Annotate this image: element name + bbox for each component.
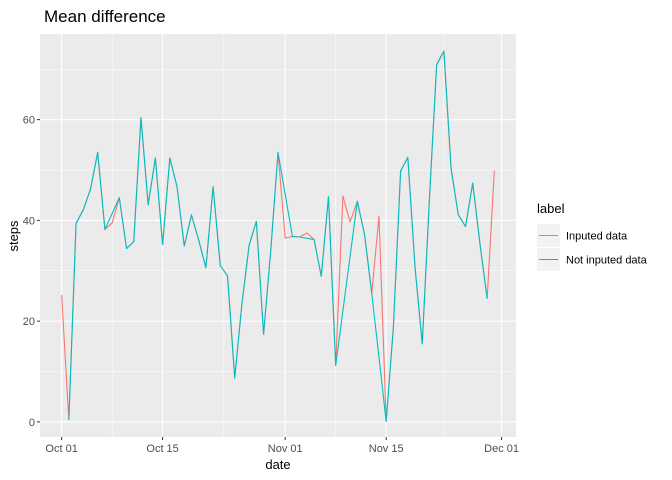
y-tick-label: 60 [23,115,35,127]
x-tick-label: Oct 01 [45,443,77,455]
legend-label-1: Inputed data [566,231,628,243]
y-axis-title: steps [6,220,21,252]
y-tick-label: 20 [23,316,35,328]
x-axis-title: date [265,457,290,472]
y-axis: 0 20 40 60 [23,115,40,429]
series-line-2 [68,50,488,422]
minor-gridlines [40,34,516,437]
y-tick-label: 40 [23,215,35,227]
chart-title: Mean difference [44,7,166,26]
x-axis: Oct 01 Oct 15 Nov 01 Nov 15 Dec 01 [45,437,519,455]
legend: label Inputed data Not inputed data [537,201,648,271]
x-tick-label: Nov 15 [369,443,404,455]
x-tick-label: Dec 01 [484,443,519,455]
legend-title: label [537,201,565,216]
series-layer [61,50,495,422]
legend-label-2: Not inputed data [566,255,648,267]
y-tick-label: 0 [29,417,35,429]
x-tick-label: Oct 15 [146,443,178,455]
plot-panel [40,34,516,437]
x-tick-label: Nov 01 [268,443,303,455]
